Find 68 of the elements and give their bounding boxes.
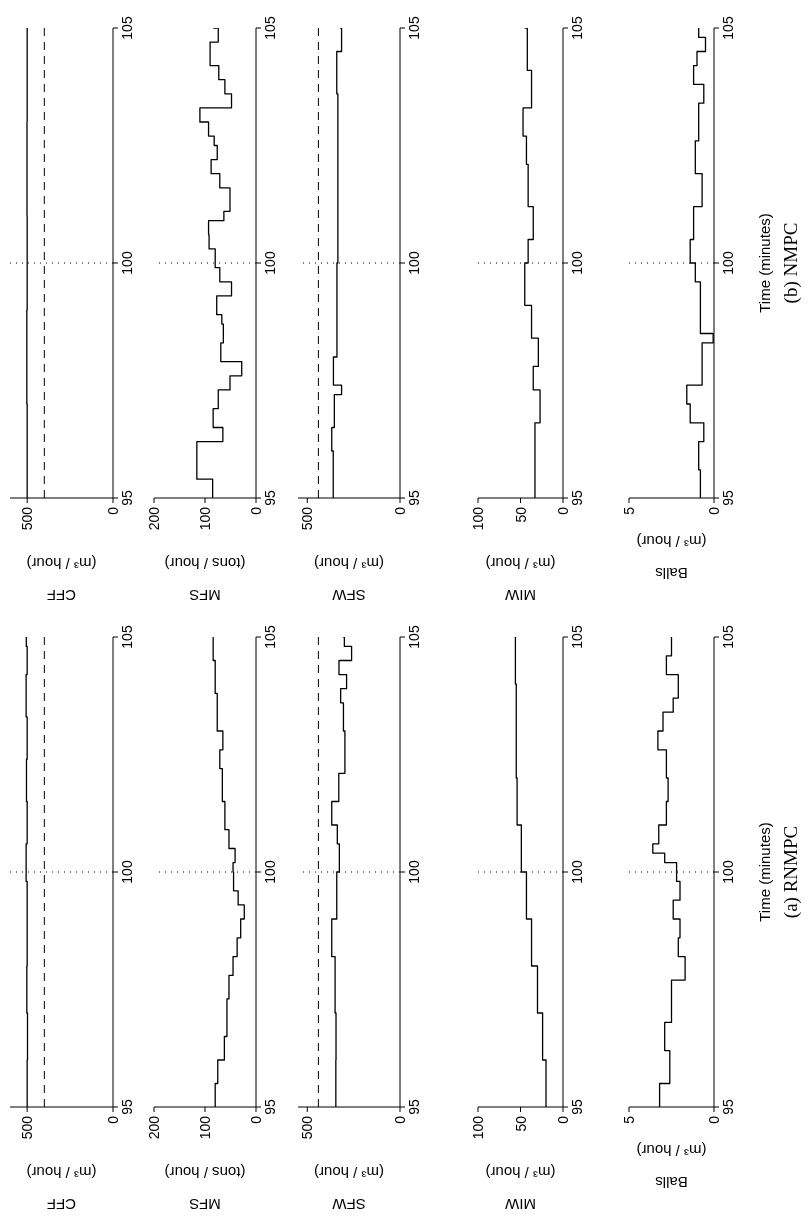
y-tick-label: 95	[569, 490, 586, 506]
x-tick-label: 0	[248, 1115, 264, 1124]
x-tick-label: 0	[248, 506, 264, 515]
y-tick-label: 105	[569, 625, 586, 649]
x-tick-label: 0	[105, 1115, 121, 1124]
text: (a) RNMPC	[779, 825, 802, 919]
y-tick-label: 95	[119, 1099, 136, 1115]
x-tick-label: 100	[197, 1115, 213, 1140]
x-tick-label: 50	[512, 1115, 529, 1132]
y-tick-label: 100	[720, 860, 737, 884]
y-tick-label: 105	[262, 625, 279, 649]
y-tick-label: 95	[262, 1099, 279, 1115]
x-tick-label: 100	[470, 1115, 486, 1140]
y-tick-label: 105	[262, 16, 279, 40]
y-axis-title: Time (minutes)	[755, 822, 773, 922]
y-tick-label: 95	[406, 490, 423, 506]
x-tick-label: 500	[299, 1115, 316, 1140]
x-tick-label: 5	[621, 506, 637, 515]
y-tick-label: 105	[720, 16, 737, 40]
x-tick-label: 100	[470, 506, 486, 531]
y-tick-label: 100	[262, 860, 279, 884]
x-tick-label: 0	[706, 1115, 722, 1124]
y-tick-label: 105	[119, 16, 136, 40]
y-tick-label: 95	[406, 1099, 423, 1115]
y-tick-label: 105	[406, 625, 423, 649]
y-tick-label: 100	[569, 860, 586, 884]
y-tick-label: 100	[119, 251, 136, 275]
y-tick-label: 100	[720, 251, 737, 275]
y-tick-label: 100	[569, 251, 586, 275]
y-tick-label: 95	[119, 490, 136, 506]
y-axis-title: Time (minutes)	[755, 213, 773, 313]
x-axis-title: SFW (m³ / hour)	[313, 1163, 385, 1213]
text: (b) NMPC	[779, 222, 802, 304]
x-tick-label: 200	[146, 1115, 162, 1140]
y-tick-label: 105	[406, 16, 423, 40]
y-tick-label: 105	[119, 625, 136, 649]
y-tick-label: 100	[406, 860, 423, 884]
x-tick-label: 0	[555, 506, 571, 515]
y-tick-label: 95	[720, 1099, 737, 1115]
y-tick-label: 105	[720, 625, 737, 649]
y-tick-label: 100	[262, 251, 279, 275]
x-axis-title: MIW (m³ / hour)	[485, 554, 556, 604]
y-tick-label: 95	[720, 490, 737, 506]
x-tick-label: 0	[392, 1115, 408, 1124]
x-tick-label: 50	[512, 506, 529, 523]
x-axis-title: CFF (m³ / hour)	[26, 554, 97, 604]
x-tick-label: 0	[392, 506, 408, 515]
x-axis-title: Balls (m³ / hour)	[636, 1141, 707, 1191]
x-tick-label: 200	[146, 506, 162, 531]
x-tick-label: 500	[19, 506, 36, 531]
y-tick-label: 100	[119, 860, 136, 884]
x-axis-title: MIW (m³ / hour)	[485, 1163, 556, 1213]
x-tick-label: 0	[105, 506, 121, 515]
x-axis-title: Balls (m³ / hour)	[636, 532, 707, 582]
x-tick-label: 500	[19, 1115, 36, 1140]
x-axis-title: MFS (tons / hour)	[164, 1163, 246, 1213]
x-axis-title: CFF (m³ / hour)	[26, 1163, 97, 1213]
x-tick-label: 0	[555, 1115, 571, 1124]
x-tick-label: 500	[299, 506, 316, 531]
x-axis-title: MFS (tons / hour)	[164, 554, 246, 604]
x-axis-title: SFW (m³ / hour)	[313, 554, 385, 604]
y-tick-label: 95	[262, 490, 279, 506]
x-tick-label: 100	[197, 506, 213, 531]
x-tick-label: 0	[706, 506, 722, 515]
y-tick-label: 105	[569, 16, 586, 40]
x-tick-label: 5	[621, 1115, 637, 1124]
y-tick-label: 100	[406, 251, 423, 275]
y-tick-label: 95	[569, 1099, 586, 1115]
